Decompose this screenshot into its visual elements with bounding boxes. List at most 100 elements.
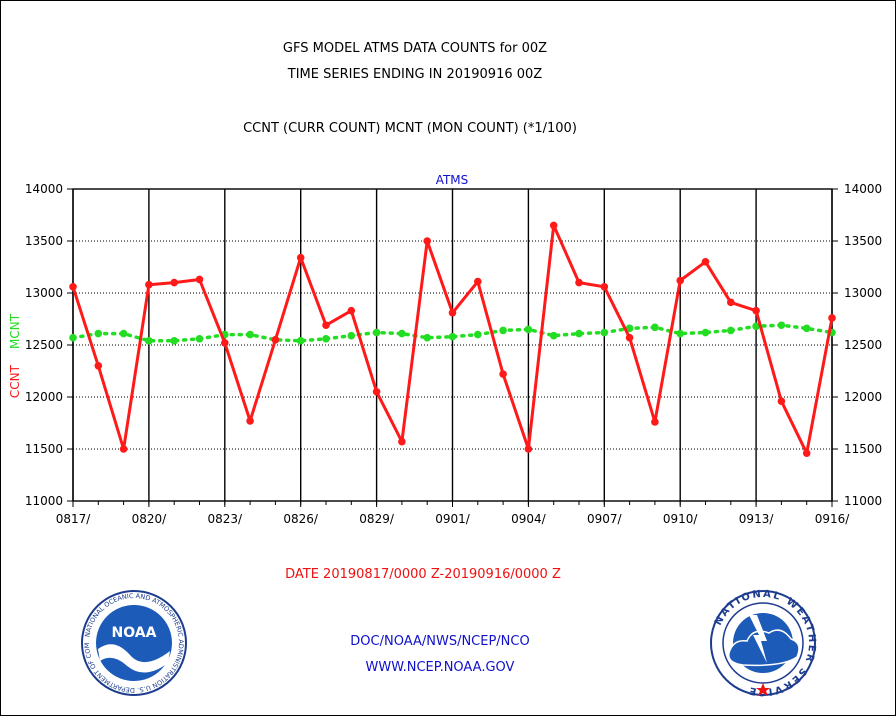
data-point-ccnt <box>271 336 280 344</box>
data-point-ccnt <box>676 276 684 285</box>
nws-lightning-icon <box>749 615 767 663</box>
plot-frame <box>72 188 833 502</box>
footer-date-range: DATE 20190817/0000 Z-20190916/0000 Z <box>285 567 561 582</box>
data-point-mcnt <box>372 328 381 337</box>
nws-logo: NATIONAL WEATHER SERVICE <box>710 589 816 697</box>
data-point-ccnt <box>195 275 204 284</box>
data-point-ccnt <box>802 449 811 457</box>
data-point-mcnt <box>398 329 406 338</box>
y-axis-label-mcnt: MCNT <box>8 313 22 349</box>
data-point-ccnt <box>701 258 710 266</box>
title-line2: TIME SERIES ENDING IN 20190916 00Z <box>287 67 543 82</box>
data-point-ccnt <box>474 277 482 286</box>
noaa-bird-icon <box>98 644 170 673</box>
axes: 11000 11000 11500 11500 12000 12000 12500 12500… <box>25 182 882 526</box>
x-tick-label: 0820/ <box>132 512 168 526</box>
data-point-mcnt <box>499 326 507 335</box>
data-point-ccnt <box>69 282 77 291</box>
footer-url-link[interactable]: WWW.NCEP.NOAA.GOV <box>366 660 515 675</box>
data-point-mcnt <box>296 337 305 345</box>
data-point-ccnt <box>524 445 533 453</box>
x-tick-label: 0910/ <box>663 512 699 526</box>
nws-star-icon <box>756 683 770 696</box>
series-layer <box>69 221 836 457</box>
data-point-mcnt <box>322 334 330 343</box>
x-tick-label: 0907/ <box>587 512 623 526</box>
y-tick-label-right: 12000 <box>844 390 882 404</box>
x-tick-label: 0916/ <box>815 512 851 526</box>
y-tick-label-right: 12500 <box>844 338 882 352</box>
title-line1: GFS MODEL ATMS DATA COUNTS for 00Z <box>283 41 547 56</box>
data-point-mcnt <box>347 331 356 340</box>
data-point-mcnt <box>119 329 128 338</box>
footer-org: DOC/NOAA/NWS/NCEP/NCO <box>350 634 529 649</box>
data-point-ccnt <box>372 388 381 396</box>
data-point-ccnt <box>651 418 659 426</box>
data-point-mcnt <box>524 325 533 334</box>
data-point-ccnt <box>752 306 760 315</box>
data-point-mcnt <box>676 329 684 338</box>
x-tick-label: 0823/ <box>208 512 244 526</box>
y-axis-label-ccnt: CCNT <box>8 364 22 398</box>
data-point-mcnt <box>701 328 710 337</box>
data-point-ccnt <box>777 397 786 405</box>
data-point-ccnt <box>296 253 305 262</box>
y-tick-label-left: 13500 <box>25 234 63 248</box>
data-point-mcnt <box>625 324 634 333</box>
data-point-mcnt <box>94 329 103 338</box>
data-point-ccnt <box>423 237 432 245</box>
y-tick-label-right: 13500 <box>844 234 882 248</box>
data-point-mcnt <box>170 337 178 345</box>
data-point-ccnt <box>625 333 634 342</box>
y-tick-label-left: 14000 <box>25 182 63 196</box>
x-tick-label: 0913/ <box>739 512 775 526</box>
x-tick-label: 0817/ <box>56 512 92 526</box>
x-tick-label: 0904/ <box>511 512 547 526</box>
data-point-ccnt <box>119 445 128 453</box>
y-tick-label-left: 11000 <box>25 494 63 508</box>
data-point-ccnt <box>221 339 229 347</box>
data-point-ccnt <box>94 362 103 370</box>
data-point-ccnt <box>170 278 178 287</box>
data-point-ccnt <box>246 417 254 425</box>
data-point-ccnt <box>575 278 583 287</box>
data-point-ccnt <box>727 298 735 307</box>
y-tick-label-right: 11500 <box>844 442 882 456</box>
nws-cloud-icon <box>728 629 800 667</box>
data-point-ccnt <box>600 282 609 291</box>
y-tick-label-left: 12000 <box>25 390 63 404</box>
y-tick-label-right: 11000 <box>844 494 882 508</box>
data-point-ccnt <box>398 437 406 446</box>
chart-subtitle: CCNT (CURR COUNT) MCNT (MON COUNT) (*1/1… <box>243 121 577 136</box>
data-point-ccnt <box>145 280 153 289</box>
data-point-mcnt <box>777 321 786 330</box>
data-point-mcnt <box>423 333 432 342</box>
data-point-mcnt <box>474 330 482 339</box>
y-tick-label-left: 11500 <box>25 442 63 456</box>
data-point-mcnt <box>69 333 77 342</box>
data-point-mcnt <box>752 322 760 331</box>
noaa-logo: NOAA NATIONAL OCEANIC AND ATMOSPHERIC AD… <box>81 590 187 696</box>
data-point-mcnt <box>802 324 811 333</box>
data-point-mcnt <box>145 337 153 345</box>
data-point-mcnt <box>575 329 583 338</box>
data-point-ccnt <box>448 308 457 317</box>
data-point-mcnt <box>246 330 254 339</box>
x-tick-label: 0901/ <box>435 512 471 526</box>
y-tick-label-left: 12500 <box>25 338 63 352</box>
data-point-ccnt <box>549 221 558 230</box>
x-tick-label: 0829/ <box>359 512 395 526</box>
data-point-mcnt <box>727 326 735 335</box>
noaa-logo-text: NOAA <box>112 625 157 641</box>
x-tick-label: 0826/ <box>283 512 319 526</box>
data-point-ccnt <box>828 314 836 322</box>
y-tick-label-right: 13000 <box>844 286 882 300</box>
data-point-ccnt <box>499 370 507 378</box>
data-point-ccnt <box>322 321 330 330</box>
y-tick-label-right: 14000 <box>844 182 882 196</box>
data-point-mcnt <box>549 331 558 340</box>
data-point-mcnt <box>651 323 659 332</box>
y-axis-label: CCNT MCNT <box>8 313 22 398</box>
